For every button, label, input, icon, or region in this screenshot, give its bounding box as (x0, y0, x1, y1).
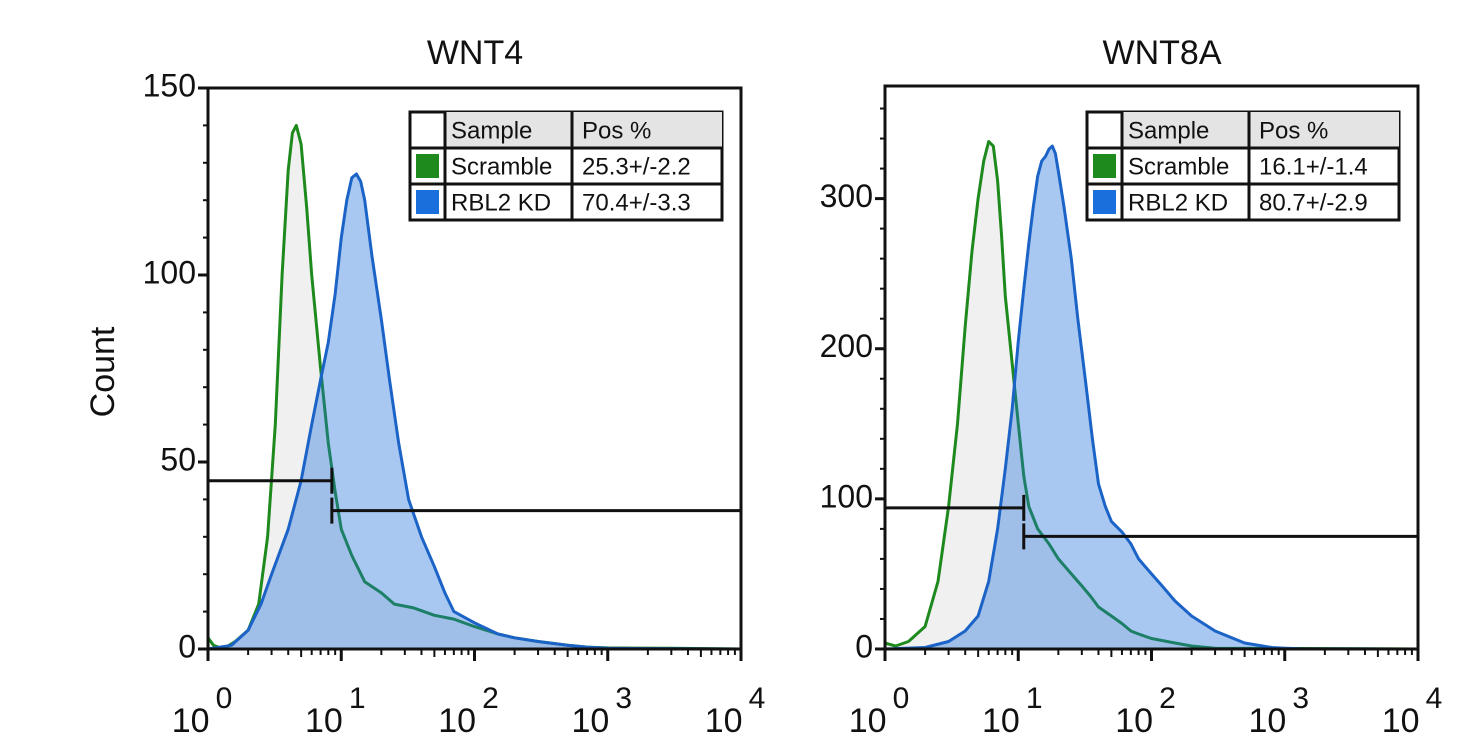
x-tick-label: 104 (1382, 682, 1443, 740)
legend-pos-value: 25.3+/-2.2 (582, 153, 691, 180)
legend-swatch-kd (1093, 190, 1116, 214)
legend-table: Sample Pos % Scramble 16.1+/-1.4 RBL2 KD 80.7… (1085, 110, 1401, 222)
x-tick-label: 100 (849, 682, 910, 740)
series-area-kd (885, 146, 1418, 649)
series-line-scramble (884, 140, 1419, 651)
x-tick-label: 100 (172, 682, 233, 740)
y-tick-label: 300 (820, 178, 873, 214)
series-line-kd (207, 172, 742, 651)
x-tick-label: 101 (982, 682, 1043, 740)
legend-swatch-kd (416, 190, 439, 214)
series-area-scramble (208, 125, 741, 649)
legend-sample-name: RBL2 KD (1128, 189, 1228, 216)
y-tick-label: 100 (143, 254, 196, 290)
legend-sample-name: Scramble (451, 153, 552, 180)
x-tick-label: 103 (1248, 682, 1309, 740)
legend-sample-name: RBL2 KD (451, 189, 551, 216)
y-tick-label: 50 (160, 441, 196, 477)
series-line-kd (884, 144, 1419, 651)
legend-header-pos: Pos % (1259, 117, 1328, 144)
y-tick-label: 150 (143, 67, 196, 103)
legend-swatch-scramble (416, 154, 439, 178)
y-tick-label: 0 (855, 628, 873, 664)
legend-pos-value: 80.7+/-2.9 (1259, 189, 1368, 216)
y-tick-label: 200 (820, 328, 873, 364)
y-axis-label: Count (84, 326, 122, 417)
series-area-scramble (885, 141, 1418, 649)
legend-header-sample: Sample (451, 117, 532, 144)
chart-title: WNT8A (1103, 34, 1222, 72)
series-area-kd (208, 174, 741, 649)
y-tick-label: 0 (178, 628, 196, 664)
legend-pos-value: 16.1+/-1.4 (1259, 153, 1368, 180)
chart-title: WNT4 (427, 34, 523, 72)
legend-sample-name: Scramble (1128, 153, 1229, 180)
x-tick-label: 104 (705, 682, 766, 740)
legend-pos-value: 70.4+/-3.3 (582, 189, 691, 216)
x-tick-label: 101 (305, 682, 366, 740)
x-tick-label: 102 (1115, 682, 1176, 740)
x-tick-label: 102 (438, 682, 499, 740)
chart-wnt8a: WNT8A 0 100 200 300 100 101 102 103 104 Sample Pos … (820, 34, 1443, 740)
x-tick-label: 103 (571, 682, 632, 740)
legend-swatch-scramble (1093, 154, 1116, 178)
legend-header-bg (445, 112, 722, 148)
legend-table: Sample Pos % Scramble 25.3+/-2.2 RBL2 KD 70.4… (408, 110, 724, 222)
y-tick-label: 100 (820, 478, 873, 514)
legend-header-bg (1122, 112, 1399, 148)
legend-header-pos: Pos % (582, 117, 651, 144)
legend-header-sample: Sample (1128, 117, 1209, 144)
